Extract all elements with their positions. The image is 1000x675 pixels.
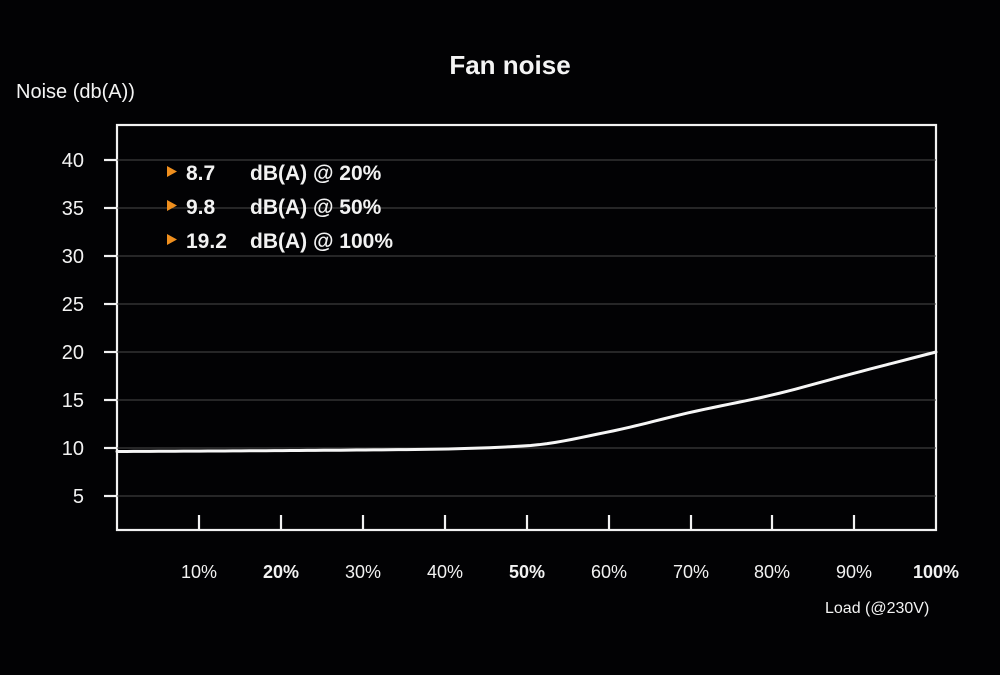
svg-text:40%: 40% xyxy=(427,562,463,582)
svg-text:90%: 90% xyxy=(836,562,872,582)
svg-text:dB(A) @ 100%: dB(A) @ 100% xyxy=(250,230,393,253)
svg-text:40: 40 xyxy=(62,150,84,172)
svg-text:80%: 80% xyxy=(754,562,790,582)
svg-text:20%: 20% xyxy=(263,562,299,582)
svg-text:25: 25 xyxy=(62,294,84,316)
svg-text:30: 30 xyxy=(62,246,84,268)
svg-text:30%: 30% xyxy=(345,562,381,582)
svg-text:5: 5 xyxy=(73,486,84,508)
svg-text:19.2: 19.2 xyxy=(186,230,227,253)
svg-text:9.8: 9.8 xyxy=(186,196,216,219)
svg-text:dB(A) @ 50%: dB(A) @ 50% xyxy=(250,196,382,219)
svg-text:10%: 10% xyxy=(181,562,217,582)
svg-text:35: 35 xyxy=(62,198,84,220)
svg-text:8.7: 8.7 xyxy=(186,162,215,185)
svg-text:15: 15 xyxy=(62,390,84,412)
svg-text:50%: 50% xyxy=(509,562,545,582)
svg-text:100%: 100% xyxy=(913,562,959,582)
svg-text:20: 20 xyxy=(62,342,84,364)
svg-text:70%: 70% xyxy=(673,562,709,582)
svg-text:dB(A) @ 20%: dB(A) @ 20% xyxy=(250,162,382,185)
svg-text:60%: 60% xyxy=(591,562,627,582)
svg-text:10: 10 xyxy=(62,438,84,460)
